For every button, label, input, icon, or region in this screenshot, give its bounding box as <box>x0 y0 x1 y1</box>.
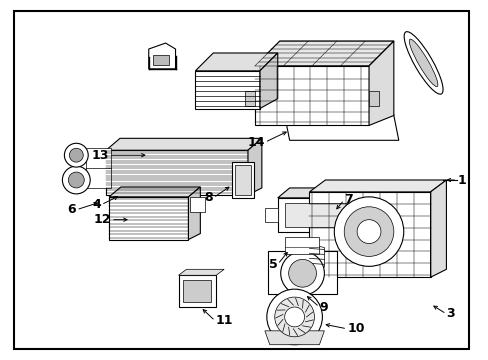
Bar <box>190 197 205 212</box>
Text: 1: 1 <box>456 174 465 186</box>
Ellipse shape <box>403 32 442 94</box>
Polygon shape <box>284 203 351 227</box>
Bar <box>358 208 368 222</box>
Text: 12: 12 <box>93 213 111 226</box>
Polygon shape <box>195 53 277 71</box>
Text: 10: 10 <box>346 322 364 336</box>
Polygon shape <box>254 41 393 66</box>
Text: 14: 14 <box>247 136 264 149</box>
Circle shape <box>288 260 316 287</box>
Circle shape <box>284 307 304 327</box>
Circle shape <box>266 289 322 345</box>
Circle shape <box>64 143 88 167</box>
Bar <box>284 237 319 255</box>
Polygon shape <box>254 66 368 125</box>
Circle shape <box>334 197 403 266</box>
Bar <box>244 91 254 105</box>
Bar <box>152 55 168 65</box>
Bar <box>264 208 277 222</box>
Text: 11: 11 <box>215 314 232 327</box>
Polygon shape <box>309 180 446 192</box>
Bar <box>183 280 211 302</box>
Circle shape <box>280 251 324 295</box>
Circle shape <box>68 172 84 188</box>
Polygon shape <box>232 162 253 198</box>
Bar <box>178 275 216 307</box>
Polygon shape <box>109 197 188 239</box>
Polygon shape <box>188 187 200 239</box>
Polygon shape <box>259 53 277 109</box>
Bar <box>86 148 111 188</box>
Circle shape <box>69 148 83 162</box>
Ellipse shape <box>408 39 437 87</box>
Polygon shape <box>358 188 370 231</box>
Text: 5: 5 <box>268 258 277 271</box>
Text: 4: 4 <box>92 198 101 211</box>
Text: 13: 13 <box>91 149 109 162</box>
Polygon shape <box>106 150 247 195</box>
Polygon shape <box>264 331 324 345</box>
Text: 7: 7 <box>344 193 352 206</box>
Polygon shape <box>277 188 370 198</box>
Circle shape <box>62 166 90 194</box>
Text: 6: 6 <box>67 203 76 216</box>
Text: 9: 9 <box>319 301 327 314</box>
Bar <box>368 91 378 105</box>
Polygon shape <box>368 41 393 125</box>
Circle shape <box>344 207 393 256</box>
Polygon shape <box>195 71 259 109</box>
Circle shape <box>274 297 314 337</box>
Polygon shape <box>309 192 429 277</box>
Text: 2: 2 <box>388 233 397 246</box>
Circle shape <box>356 220 380 243</box>
Polygon shape <box>148 43 175 69</box>
Polygon shape <box>267 251 337 294</box>
Polygon shape <box>429 180 446 277</box>
Polygon shape <box>277 198 358 231</box>
Polygon shape <box>247 138 262 195</box>
Polygon shape <box>109 187 200 197</box>
Polygon shape <box>309 244 324 267</box>
Polygon shape <box>235 165 250 195</box>
Text: 3: 3 <box>446 307 454 320</box>
Polygon shape <box>106 138 262 150</box>
Polygon shape <box>279 91 398 140</box>
Polygon shape <box>178 269 224 275</box>
Text: 8: 8 <box>204 192 213 204</box>
